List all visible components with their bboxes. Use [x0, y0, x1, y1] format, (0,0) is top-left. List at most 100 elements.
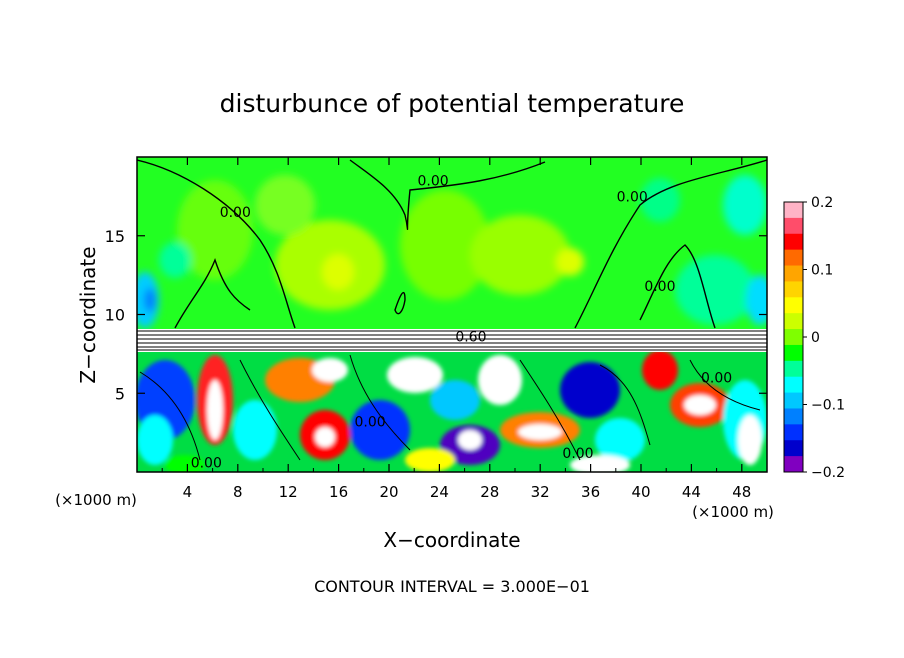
- x-tick-label: 20: [379, 483, 398, 501]
- contour-line: [639, 244, 716, 329]
- x-tick-label: 4: [183, 483, 193, 501]
- x-tick-label: 44: [682, 483, 701, 501]
- x-tick-label: 8: [233, 483, 243, 501]
- inversion-band: [137, 329, 767, 352]
- contour-line: [599, 364, 651, 446]
- colorbar-swatch: [784, 360, 803, 378]
- contour-label: 0.00: [191, 456, 222, 472]
- lower-blob: [595, 418, 645, 462]
- lower-blob: [430, 380, 480, 420]
- colorbar-swatch: [784, 376, 803, 394]
- y-axis-label: Z−coordinate: [76, 246, 100, 383]
- colorbar-swatch: [784, 424, 803, 441]
- y-tick-label: 10: [105, 306, 125, 325]
- x-axis-label: X−coordinate: [383, 528, 520, 552]
- colorbar-swatch: [784, 281, 803, 298]
- colorbar-swatch: [784, 329, 803, 346]
- colorbar-tick-label: −0.1: [811, 398, 845, 414]
- contour-line: [239, 359, 301, 461]
- lower-blob: [642, 350, 678, 390]
- contour-label: 0.00: [562, 446, 593, 462]
- colorbar-swatch: [784, 265, 803, 282]
- contour-line: [139, 371, 201, 461]
- colorbar-swatch: [784, 297, 803, 314]
- colorbar-swatch: [784, 249, 803, 267]
- upper-blob: [640, 178, 680, 222]
- contour-line: [349, 354, 411, 451]
- lower-blob: [387, 357, 443, 393]
- contour-line: [689, 359, 761, 411]
- lower-blob: [518, 424, 562, 440]
- upper-blob: [723, 175, 767, 235]
- colorbar-tick-label: 0.1: [811, 263, 833, 279]
- lower-blob: [458, 430, 482, 450]
- y-tick-label: 15: [105, 227, 125, 246]
- contour-interval-note: CONTOUR INTERVAL = 3.000E−01: [314, 577, 590, 596]
- colorbar-swatch: [784, 313, 803, 330]
- colorbar-tick-label: 0: [811, 330, 820, 346]
- contour-line: [394, 291, 406, 315]
- x-unit-right: (×1000 m): [692, 503, 774, 521]
- x-tick-label: 40: [631, 483, 650, 501]
- x-tick-label: 12: [279, 483, 298, 501]
- x-tick-label: 36: [581, 483, 600, 501]
- lower-blob: [165, 455, 205, 472]
- upper-blob: [746, 275, 767, 325]
- upper-blob: [470, 215, 570, 295]
- lower-blob: [560, 362, 620, 418]
- lower-blob: [738, 415, 762, 465]
- upper-blob: [556, 248, 584, 276]
- x-tick-label: 48: [732, 483, 751, 501]
- upper-blob: [675, 255, 755, 325]
- x-axis: 4 8 12 16 20 24 28 32 36 40 44 48: [161, 157, 751, 501]
- y-axis: 5 10 15: [105, 227, 767, 403]
- contour-label: 0.00: [220, 205, 251, 221]
- contour-label: 0.00: [644, 279, 675, 295]
- plot-field: [137, 157, 767, 472]
- contour-line: [137, 159, 296, 329]
- contour-label: 0.00: [617, 189, 648, 205]
- x-tick-label: 32: [531, 483, 550, 501]
- lower-blob: [478, 355, 522, 405]
- contour-label: 0.00: [355, 415, 386, 431]
- chart-title: disturbunce of potential temperature: [220, 89, 685, 118]
- colorbar: 0.2 0.1 0 −0.1 −0.2: [783, 195, 845, 481]
- colorbar-swatch: [784, 344, 803, 362]
- contour-line: [349, 159, 546, 230]
- lower-blob: [570, 455, 630, 472]
- colorbar-swatch: [784, 456, 803, 473]
- x-tick-label: 24: [430, 483, 449, 501]
- contour-labels: 0.00 0.00 0.00 0.00 0.60 0.00 0.00 0.00 0.00: [191, 174, 732, 472]
- lower-blob: [405, 448, 455, 472]
- colorbar-swatch: [784, 408, 803, 425]
- upper-blob: [159, 242, 191, 278]
- lower-blob: [233, 400, 277, 460]
- lower-blob: [207, 380, 223, 440]
- contour-label: 0.00: [701, 371, 732, 387]
- y-tick-label: 5: [115, 384, 125, 403]
- colorbar-swatch: [784, 202, 803, 219]
- upper-blob: [144, 288, 156, 312]
- lower-blob: [350, 400, 410, 460]
- upper-blob: [400, 190, 490, 300]
- lower-blob: [315, 427, 335, 447]
- contour-line: [574, 159, 767, 329]
- contour-label: 0.00: [418, 174, 449, 190]
- lower-contours: [139, 354, 761, 461]
- x-tick-label: 16: [329, 483, 348, 501]
- contour-label: 0.60: [455, 330, 486, 346]
- colorbar-swatch: [784, 233, 803, 251]
- colorbar-tick-label: 0.2: [811, 195, 833, 211]
- colorbar-swatch: [784, 217, 803, 235]
- colorbar-tick-label: −0.2: [811, 465, 845, 481]
- upper-blob: [177, 180, 253, 280]
- x-unit-left: (×1000 m): [55, 491, 137, 509]
- colorbar-swatch: [784, 440, 803, 457]
- upper-blob: [322, 254, 354, 290]
- upper-blob: [255, 175, 315, 235]
- contour-line: [174, 257, 251, 329]
- lower-blob: [137, 415, 173, 465]
- colorbar-swatch: [784, 392, 803, 409]
